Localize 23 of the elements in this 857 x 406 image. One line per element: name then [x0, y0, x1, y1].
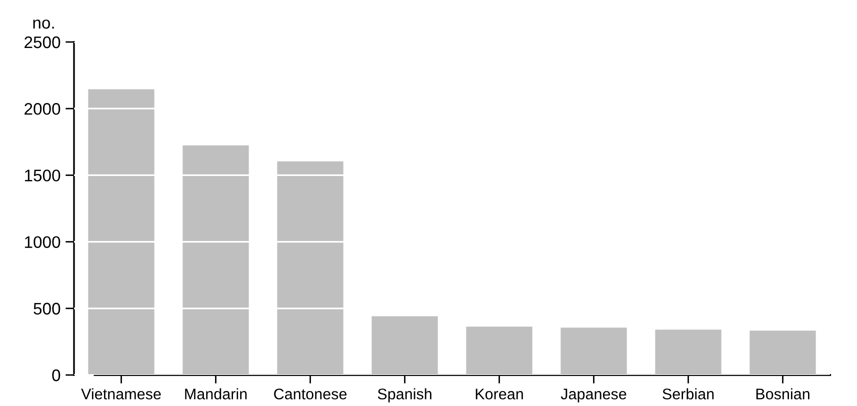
x-tick-label: Korean	[476, 388, 523, 400]
x-tick-label: Vietnamese	[81, 388, 161, 400]
y-tick-label: 1000	[25, 236, 60, 248]
y-tick-label: 2500	[24, 36, 60, 48]
bar	[277, 161, 344, 375]
bar	[750, 330, 816, 375]
y-axis-title: no.	[33, 20, 54, 29]
x-tick-label: Spanish	[378, 388, 432, 402]
x-tick-label: Bosnian	[756, 388, 810, 400]
x-tick-label: Cantonese	[274, 388, 347, 400]
bar	[560, 328, 627, 375]
y-tick-label: 1500	[25, 170, 60, 182]
bar	[466, 326, 532, 375]
x-tick-label: Mandarin	[185, 388, 247, 400]
x-tick-label: Japanese	[560, 388, 626, 402]
x-tick-label: Serbian	[662, 388, 714, 400]
y-tick-label: 500	[34, 302, 60, 315]
y-tick-label: 2000	[24, 103, 60, 115]
y-tick-label: 0	[52, 369, 60, 382]
bar	[655, 330, 722, 375]
bar	[88, 89, 154, 375]
bar	[372, 316, 438, 375]
bar	[182, 145, 249, 375]
